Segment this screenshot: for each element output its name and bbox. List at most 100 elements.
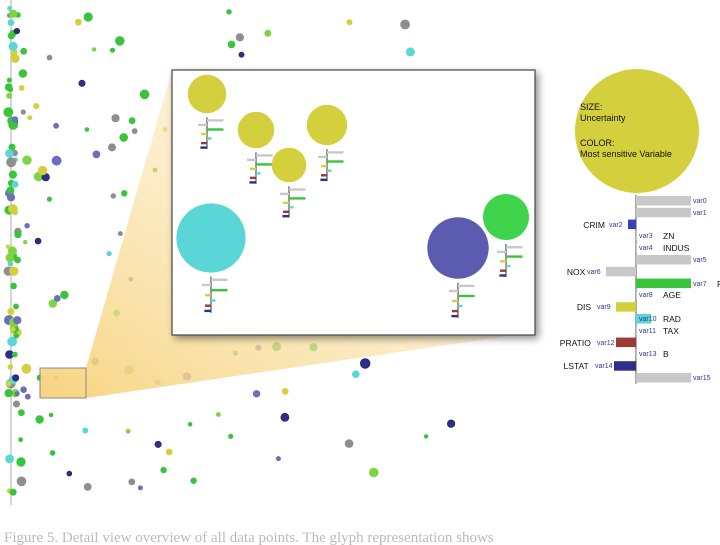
scatter-point bbox=[34, 237, 42, 245]
scatter-point bbox=[281, 388, 289, 395]
glyph-bar bbox=[327, 151, 344, 154]
scatter-point bbox=[10, 282, 17, 290]
scatter-point bbox=[423, 434, 429, 439]
scatter-point bbox=[154, 440, 162, 448]
variable-id-label: var12 bbox=[597, 339, 615, 347]
scatter-point bbox=[7, 364, 14, 370]
legend-bar bbox=[636, 243, 637, 253]
scatter-point bbox=[27, 115, 33, 121]
scatter-point bbox=[6, 186, 15, 195]
glyph-bar bbox=[280, 192, 289, 196]
variable-id-label: var4 bbox=[639, 245, 653, 253]
scatter-point bbox=[18, 85, 25, 91]
zoom-selection-box bbox=[39, 367, 87, 399]
scatter-point bbox=[11, 180, 19, 188]
scatter-point bbox=[5, 454, 14, 464]
glyph-bar bbox=[452, 309, 458, 313]
scatter-point bbox=[60, 290, 69, 300]
zoom-detail-panel bbox=[171, 69, 536, 336]
scatter-point bbox=[160, 466, 167, 474]
scatter-point bbox=[6, 77, 12, 83]
legend-color-value: Most sensitive Variable bbox=[580, 149, 672, 159]
variable-id-label: var3 bbox=[639, 233, 653, 241]
glyph-bar bbox=[204, 309, 211, 313]
scatter-point bbox=[7, 32, 15, 40]
variable-name-label: NOX bbox=[566, 266, 586, 277]
scatter-point bbox=[11, 54, 20, 63]
scatter-point bbox=[7, 5, 12, 11]
legend-variable-glyph bbox=[606, 195, 691, 384]
scatter-point bbox=[9, 488, 17, 496]
scatter-point bbox=[78, 79, 86, 87]
scatter-point bbox=[10, 51, 15, 56]
legend-bar bbox=[616, 337, 636, 348]
glyph-bar bbox=[458, 284, 475, 288]
scatter-point bbox=[125, 428, 131, 434]
scatter-point bbox=[6, 157, 17, 168]
scatter-point bbox=[137, 485, 143, 491]
scatter-point bbox=[7, 307, 15, 316]
scatter-point bbox=[8, 170, 17, 179]
scatter-point bbox=[53, 295, 61, 302]
legend-size-bubble bbox=[575, 69, 699, 193]
legend-bar bbox=[636, 373, 691, 383]
scatter-point bbox=[9, 266, 19, 276]
scatter-point bbox=[226, 9, 232, 15]
scatter-point bbox=[13, 28, 20, 35]
variable-name-label: AGE bbox=[663, 290, 681, 301]
scatter-point bbox=[187, 422, 193, 427]
glyph-bar bbox=[256, 163, 273, 166]
scatter-point bbox=[4, 389, 13, 398]
glyph-bubble bbox=[427, 217, 489, 279]
legend-bar bbox=[614, 361, 636, 371]
scatter-point bbox=[111, 114, 120, 123]
figure-caption: Figure 5. Detail view overview of all da… bbox=[4, 530, 494, 545]
scatter-point bbox=[9, 9, 18, 18]
scatter-point bbox=[352, 370, 360, 379]
scatter-point bbox=[66, 470, 73, 477]
glyph-bar bbox=[500, 260, 506, 263]
scatter-point bbox=[20, 109, 26, 115]
variable-id-label: var7 bbox=[693, 280, 707, 288]
glyph-bar bbox=[449, 289, 458, 293]
scatter-point bbox=[5, 253, 15, 263]
glyph-bar bbox=[211, 289, 228, 292]
legend-bar bbox=[636, 314, 651, 324]
scatter-point bbox=[18, 69, 28, 78]
variable-name-label: PRATIO bbox=[559, 337, 591, 348]
scatter-point bbox=[275, 456, 281, 462]
glyph-bar bbox=[506, 246, 523, 249]
legend-bar bbox=[636, 349, 637, 359]
scatter-point bbox=[6, 193, 16, 202]
scatter-point bbox=[3, 107, 14, 118]
glyph-bar bbox=[202, 283, 211, 287]
scatter-point bbox=[106, 251, 112, 257]
variable-name-label: DIS bbox=[576, 302, 592, 313]
variable-id-label: var10 bbox=[639, 316, 657, 323]
scatter-point bbox=[12, 374, 20, 382]
variable-id-label: var0 bbox=[693, 198, 707, 205]
scatter-point bbox=[83, 12, 93, 22]
glyph-bar bbox=[289, 188, 306, 191]
legend-bar bbox=[636, 207, 691, 218]
glyph-bar bbox=[201, 132, 207, 136]
glyph-bar bbox=[458, 304, 463, 308]
variable-id-label: var11 bbox=[639, 327, 656, 335]
variable-id-label: var5 bbox=[693, 257, 707, 264]
scatter-point bbox=[18, 409, 25, 417]
variable-name-label: INDUS bbox=[663, 243, 690, 254]
legend-bar bbox=[616, 302, 636, 312]
scatter-point bbox=[7, 246, 17, 256]
scatter-point bbox=[8, 41, 18, 52]
glyph-bar bbox=[320, 178, 327, 181]
scatter-point bbox=[91, 47, 97, 52]
glyph-bar bbox=[211, 278, 228, 281]
scatter-point bbox=[121, 190, 128, 197]
scatter-point bbox=[344, 439, 354, 448]
scatter-point bbox=[131, 128, 138, 135]
glyph-bar bbox=[201, 141, 207, 145]
scatter-point bbox=[5, 244, 11, 249]
variable-name-label: CRIM bbox=[583, 219, 605, 230]
scatter-point bbox=[82, 427, 89, 434]
legend-bar bbox=[636, 290, 637, 300]
